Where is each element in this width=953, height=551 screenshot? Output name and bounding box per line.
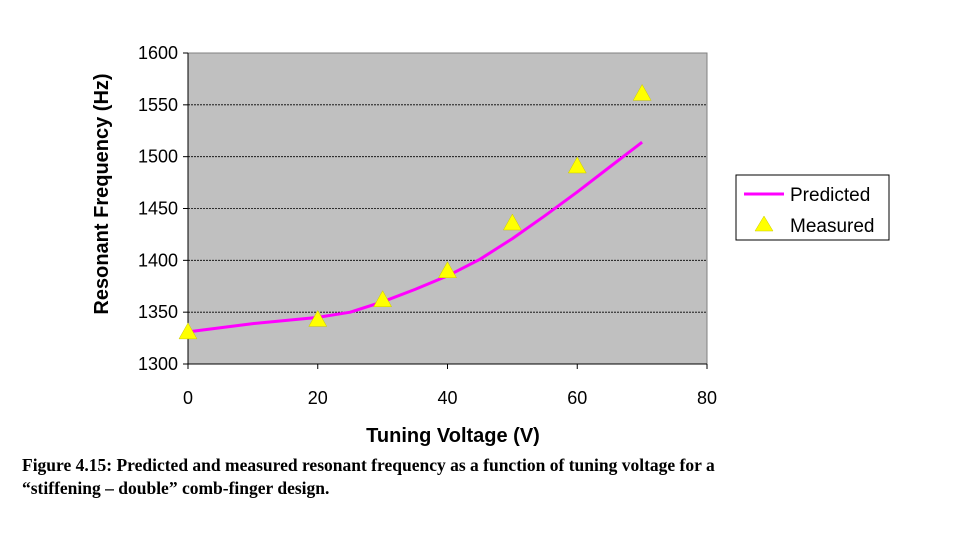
x-axis-ticks: 0 20 40 60 80 [183, 364, 717, 408]
chart: 1300 1350 1400 1450 1500 1550 1600 0 20 40 60 80 T… [91, 43, 890, 447]
legend: Predicted Measured [735, 174, 890, 241]
gridlines [188, 104, 707, 313]
x-tick-label: 0 [183, 388, 193, 408]
caption-line-1: Figure 4.15: Predicted and measured reso… [22, 455, 715, 475]
legend-predicted-label: Predicted [790, 185, 870, 206]
x-tick-label: 80 [697, 388, 717, 408]
measured-point [632, 83, 652, 101]
measured-point [502, 213, 522, 231]
legend-measured-swatch [754, 215, 774, 232]
y-axis-title: Resonant Frequency (Hz) [91, 73, 113, 314]
y-tick-label: 1600 [138, 43, 178, 63]
measured-point [373, 290, 393, 307]
measured-point [178, 322, 198, 340]
y-tick-label: 1550 [138, 95, 178, 115]
x-tick-label: 60 [567, 388, 587, 408]
figure-caption: Figure 4.15: Predicted and measured reso… [22, 454, 922, 500]
measured-point [567, 156, 587, 174]
measured-point [308, 309, 328, 327]
x-tick-label: 20 [308, 388, 328, 408]
caption-line-2: “stiffening – double” comb-finger design… [22, 478, 330, 498]
y-tick-label: 1350 [138, 302, 178, 322]
legend-measured-label: Measured [790, 216, 875, 237]
y-tick-label: 1400 [138, 250, 178, 270]
y-tick-label: 1450 [138, 199, 178, 219]
y-tick-label: 1300 [138, 354, 178, 374]
y-tick-label: 1500 [138, 147, 178, 167]
x-tick-label: 40 [437, 388, 457, 408]
x-axis-title: Tuning Voltage (V) [366, 425, 540, 447]
y-axis-ticks: 1300 1350 1400 1450 1500 1550 1600 [138, 43, 188, 374]
predicted-line [187, 141, 644, 334]
measured-point [438, 261, 457, 278]
series-layer [178, 83, 652, 340]
